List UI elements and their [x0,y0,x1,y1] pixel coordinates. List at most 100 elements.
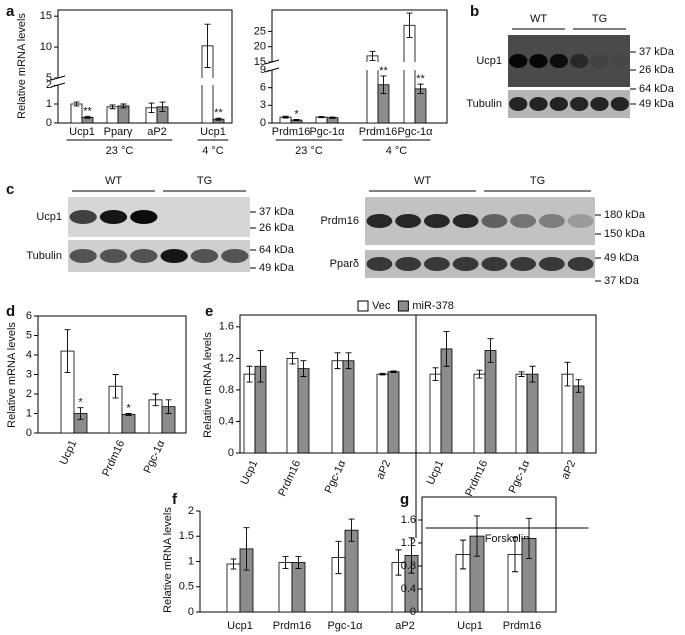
axis-break [266,62,446,70]
y-tick-label: 20 [254,41,266,53]
error-bar [73,101,80,107]
blot-band [452,257,479,271]
group-label: TG [530,175,545,187]
panel-label: c [6,181,14,198]
x-tick-label: Prdm16 [100,438,127,478]
blot-background [508,35,630,87]
error-bar [487,338,494,363]
y-tick-label: 0.8 [401,560,416,572]
marker-label: 64 kDa [259,244,295,256]
row-label: Ucp1 [36,211,62,223]
y-tick-label: 0.4 [401,583,416,595]
blot-band [538,257,565,271]
bar [344,529,359,613]
error-bar [165,399,172,414]
blot-band [99,210,128,224]
blot-band [567,257,594,271]
error-bar [125,413,132,416]
break-mark [50,82,66,88]
marker-label: 49 kDa [604,252,640,264]
x-tick-label: Ucp1 [58,438,80,466]
x-tick-label: Prdm16 [503,620,542,632]
group-label: WT [105,175,122,187]
blot-band [509,54,528,68]
y-tick-label: 0 [260,117,266,129]
error-bar [406,12,413,38]
y-tick-label: 2 [46,79,52,91]
group-label: 4 °C [202,145,224,157]
blot-band [423,257,450,271]
bar [121,414,136,434]
error-bar [395,549,402,576]
blot-background [68,240,250,272]
bar [331,360,344,454]
marker-label: 180 kDa [604,209,646,221]
significance-label: ** [83,105,92,117]
error-bar [204,23,211,68]
significance-label: * [294,108,299,120]
bar [526,373,539,454]
x-tick-label: Prdm16 [273,620,312,632]
x-tick-label: aP2 [559,458,578,481]
bar [278,562,293,613]
y-tick-label: 0.8 [219,384,234,396]
panel-label: e [205,303,213,320]
error-bar [390,370,397,374]
error-bar [112,374,119,399]
error-bar [529,365,536,383]
blot-band [481,257,508,271]
error-bar [282,556,289,570]
row-label: Prdm16 [320,215,359,227]
marker-label: 37 kDa [604,275,640,287]
error-bar [109,104,116,110]
blot-band [190,249,219,263]
y-tick-label: 0 [26,427,32,439]
error-bar [246,365,253,383]
x-tick-label: aP2 [374,458,393,481]
y-axis-label: Relative mRNA levels [162,507,174,613]
row-label: Pparδ [330,258,359,270]
error-bar [243,527,250,571]
bar [515,373,528,454]
blot-band [549,97,568,111]
y-tick-label: 0.5 [179,581,194,593]
significance-label: * [78,397,83,409]
error-bar [564,361,571,387]
bar [286,357,299,454]
y-tick-label: 0 [46,117,52,129]
marker-label: 64 kDa [639,83,675,95]
error-bar [152,393,159,407]
panel-label: a [6,3,15,20]
y-tick-label: 3 [26,368,32,380]
legend-label: miR-378 [412,300,454,312]
significance-label: ** [416,73,425,85]
axis-break [52,78,231,85]
x-tick-label: Pgc-1α [507,458,533,495]
legend-label: Vec [372,300,391,312]
y-tick-label: 9 [260,64,266,76]
bar [106,106,119,124]
error-bar [474,515,480,557]
row-label: Tubulin [26,250,62,262]
y-tick-label: 1.2 [401,537,416,549]
error-bar [526,517,532,559]
y-tick-label: 2 [26,388,32,400]
blot-band [69,210,97,224]
blot-band [69,249,97,263]
error-bar [215,117,222,121]
y-tick-label: 1.6 [219,321,234,333]
plot-frame [239,314,597,454]
error-bar [257,350,264,383]
y-tick-label: 10 [40,41,52,53]
y-tick-label: 4 [26,349,32,361]
bar [70,103,83,124]
blot-band [99,249,128,263]
marker-label: 37 kDa [259,206,295,218]
x-tick-label: Pgc-1α [323,458,349,495]
blot-band [570,97,589,111]
blot-band [567,214,594,228]
bar [572,385,585,454]
blot-band [590,54,609,68]
blot-band [366,257,393,271]
